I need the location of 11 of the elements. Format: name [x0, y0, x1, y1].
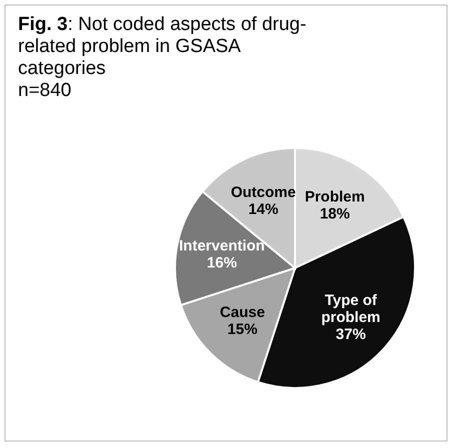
slice-label: Outcome: [230, 184, 296, 202]
data-label: 14%: [248, 201, 278, 218]
data-label: 37%: [336, 326, 366, 344]
slice-label: Cause: [220, 304, 265, 322]
data-label: 15%: [227, 321, 258, 338]
data-label: 16%: [206, 254, 237, 272]
slice-label: Intervention: [178, 238, 265, 255]
chart-subtitle: n=840: [18, 80, 72, 101]
data-label: 18%: [320, 206, 350, 223]
slice-label: Problem: [304, 188, 365, 206]
slice-label: Type of problem: [321, 292, 380, 326]
